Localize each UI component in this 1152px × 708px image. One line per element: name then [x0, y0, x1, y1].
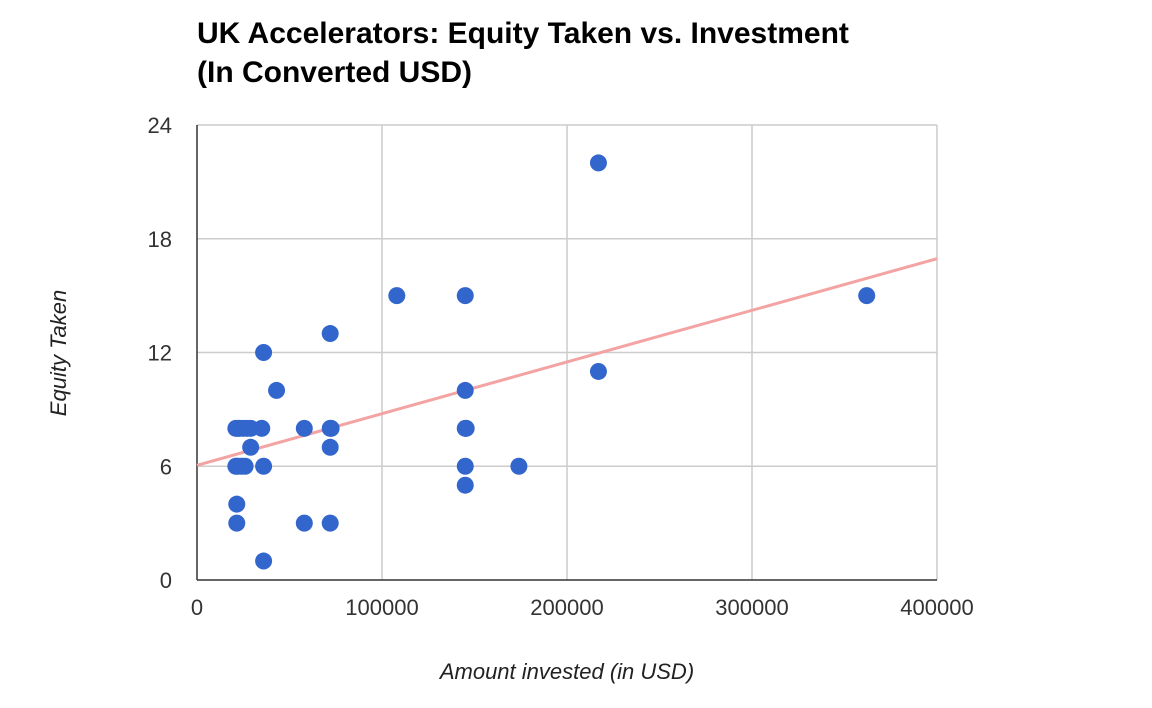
x-tick-label: 300000: [715, 595, 788, 620]
x-axis-title: Amount invested (in USD): [438, 659, 694, 684]
data-point: [589, 362, 607, 380]
data-point: [321, 438, 339, 456]
data-point: [242, 438, 260, 456]
tick-labels: 0 6 12 18 24 0 100000 200000 300000 400000: [148, 113, 974, 620]
gridlines: [197, 124, 938, 580]
data-point: [295, 514, 313, 532]
data-point: [321, 514, 339, 532]
x-tick-label: 400000: [900, 595, 973, 620]
x-tick-label: 200000: [530, 595, 603, 620]
data-points: [227, 154, 876, 570]
y-tick-label: 0: [160, 568, 172, 593]
data-point: [456, 476, 474, 494]
chart-title-line-1: UK Accelerators: Equity Taken vs. Invest…: [197, 17, 849, 50]
chart-title: UK Accelerators: Equity Taken vs. Invest…: [197, 14, 849, 92]
data-point: [589, 154, 607, 172]
x-tick-label: 0: [191, 595, 203, 620]
chart-title-line-2: (In Converted USD): [197, 56, 473, 89]
axes: [196, 125, 937, 581]
trendline: [196, 257, 938, 467]
x-tick-label: 100000: [345, 595, 418, 620]
data-point: [321, 325, 339, 343]
data-point: [268, 381, 286, 399]
data-point: [858, 287, 876, 305]
data-point: [228, 495, 246, 513]
data-point: [456, 457, 474, 475]
data-point: [457, 419, 475, 437]
y-axis-title: Equity Taken: [46, 290, 71, 416]
data-point: [510, 457, 528, 475]
data-point: [255, 457, 273, 475]
data-point: [253, 419, 271, 437]
y-tick-label: 24: [148, 113, 172, 138]
data-point: [295, 419, 313, 437]
y-tick-label: 6: [160, 454, 172, 479]
data-point: [255, 344, 273, 361]
data-point: [228, 514, 246, 532]
data-point: [236, 457, 254, 475]
data-point: [322, 419, 340, 437]
trendline-layer: [196, 257, 938, 467]
data-point: [456, 381, 474, 399]
y-tick-label: 18: [148, 227, 172, 252]
data-point: [255, 552, 273, 570]
y-tick-label: 12: [148, 341, 172, 366]
data-point: [456, 287, 474, 305]
data-point: [388, 287, 406, 305]
